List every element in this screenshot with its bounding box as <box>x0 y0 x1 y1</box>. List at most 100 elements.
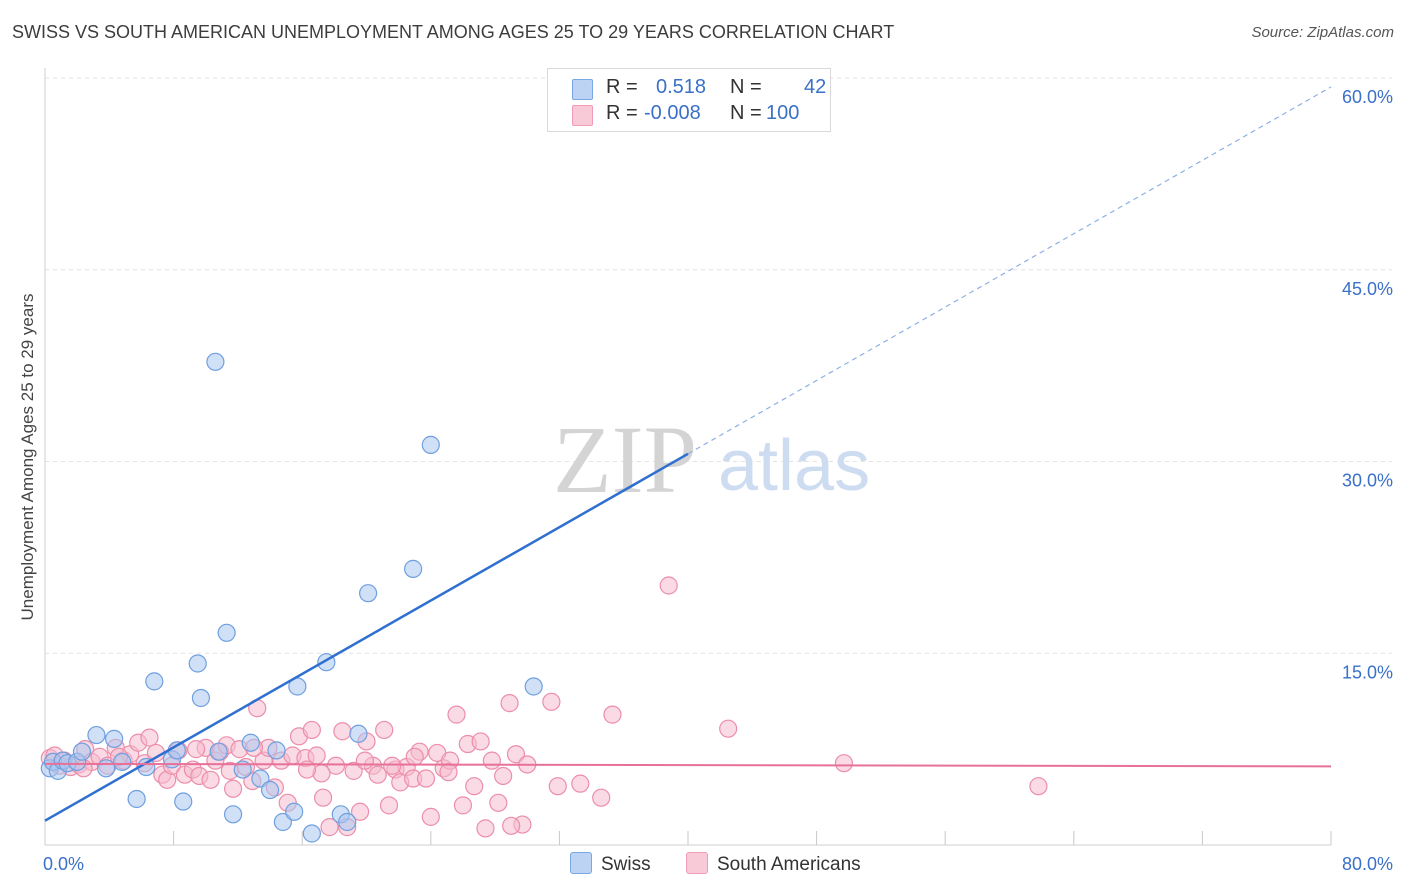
swiss-point <box>206 352 225 371</box>
south-americans-point <box>201 770 220 789</box>
swiss-trend-line <box>44 452 689 822</box>
south-americans-point <box>439 763 458 782</box>
swiss-point <box>241 733 260 752</box>
x-tick-label-min: 0.0% <box>43 854 84 874</box>
south-americans-point <box>542 692 561 711</box>
legend-item-swiss: Swiss <box>570 852 651 876</box>
swiss-points <box>40 352 543 843</box>
swiss-point <box>233 760 252 779</box>
watermark-zip: ZIP <box>553 406 697 513</box>
r-value-swiss: 0.518 <box>656 76 707 98</box>
south-americans-point <box>355 751 374 770</box>
south-americans-point <box>368 765 387 784</box>
south-americans-point <box>476 819 495 838</box>
south-americans-point <box>383 756 402 775</box>
south-americans-point <box>494 766 513 786</box>
swiss-point <box>145 672 164 691</box>
south-americans-point <box>719 719 738 738</box>
swiss-legend-label: Swiss <box>601 854 651 875</box>
south-americans-point <box>465 777 484 796</box>
south-americans-point <box>447 705 466 724</box>
south-americans-point <box>453 796 473 815</box>
south-americans-point <box>416 769 436 788</box>
r-label: R = <box>606 102 638 124</box>
swiss-point <box>359 584 378 603</box>
south-americans-point <box>350 802 370 821</box>
south-americans-point <box>375 720 394 740</box>
swiss-point <box>191 688 211 708</box>
south-americans-trend-line <box>44 762 1332 768</box>
south-americans-point <box>548 777 567 796</box>
swiss-point <box>209 742 228 761</box>
south-americans-legend-swatch <box>686 852 708 874</box>
south-americans-point <box>1029 777 1048 796</box>
south-americans-point <box>223 779 243 798</box>
watermark-atlas: atlas <box>718 426 870 506</box>
south-americans-point <box>187 740 206 759</box>
legend-item-south-americans: South Americans <box>686 852 861 876</box>
south-americans-point <box>603 705 622 724</box>
south-americans-point <box>592 788 611 807</box>
south-americans-point <box>834 754 854 773</box>
swiss-point <box>421 435 440 454</box>
gridlines <box>45 77 1392 654</box>
swiss-point <box>96 759 116 778</box>
south-americans-point <box>482 751 501 770</box>
south-americans-point <box>313 788 333 807</box>
swiss-point <box>338 812 357 832</box>
n-value-swiss: 42 <box>804 76 827 98</box>
stats-legend: R = 0.518 N = 42 R = -0.008 N = 100 <box>547 68 831 132</box>
south-americans-point <box>471 732 490 751</box>
south-americans-point <box>326 756 346 775</box>
axes <box>44 68 1332 846</box>
n-value-south-americans: 100 <box>766 102 800 124</box>
south-americans-point <box>571 774 590 793</box>
chart-title: SWISS VS SOUTH AMERICAN UNEMPLOYMENT AMO… <box>12 22 895 42</box>
y-tick-label: 60.0% <box>1342 87 1393 107</box>
swiss-point <box>267 741 286 760</box>
swiss-point <box>285 802 304 821</box>
swiss-point <box>223 805 243 824</box>
trend-lines <box>44 86 1332 822</box>
south-americans-point <box>140 728 159 747</box>
south-americans-point <box>659 576 678 595</box>
swiss-point <box>87 725 106 745</box>
south-americans-legend-label: South Americans <box>717 854 861 875</box>
swiss-point <box>174 792 193 811</box>
y-tick-label: 30.0% <box>1342 471 1393 491</box>
south-americans-point <box>489 793 508 812</box>
swiss-point <box>217 623 236 642</box>
n-label: N = <box>730 76 762 98</box>
x-tick-label-max: 80.0% <box>1342 854 1393 874</box>
n-label: N = <box>730 102 762 124</box>
south-americans-point <box>302 720 321 740</box>
south-americans-point <box>502 816 521 835</box>
south-americans-point <box>344 761 363 780</box>
swiss-point <box>127 789 146 809</box>
swiss-legend-swatch <box>570 852 592 874</box>
r-value-south-americans: -0.008 <box>644 102 701 124</box>
swiss-point <box>404 559 423 578</box>
r-label: R = <box>606 76 638 98</box>
south-americans-point <box>405 747 424 766</box>
y-tick-label: 15.0% <box>1342 662 1393 682</box>
swiss-point <box>113 752 132 772</box>
y-tick-label: 45.0% <box>1342 279 1393 299</box>
swiss-point <box>260 780 280 800</box>
swiss-point <box>302 824 321 843</box>
swiss-trend-extension <box>687 86 1332 455</box>
source-label: Source: ZipAtlas.com <box>1251 24 1394 41</box>
south-americans-point <box>379 796 399 815</box>
south-americans-points <box>40 576 1048 838</box>
south-americans-point <box>506 745 526 764</box>
swiss-point <box>105 729 124 748</box>
swiss-point <box>188 654 207 673</box>
swiss-swatch <box>572 79 593 100</box>
swiss-point <box>524 677 543 696</box>
south-americans-point <box>333 722 352 741</box>
tick-labels: 15.0% 30.0% 45.0% 60.0% 0.0% 80.0% <box>43 87 1393 874</box>
south-americans-point <box>421 807 440 826</box>
swiss-point <box>273 812 293 832</box>
swiss-point <box>72 742 92 761</box>
